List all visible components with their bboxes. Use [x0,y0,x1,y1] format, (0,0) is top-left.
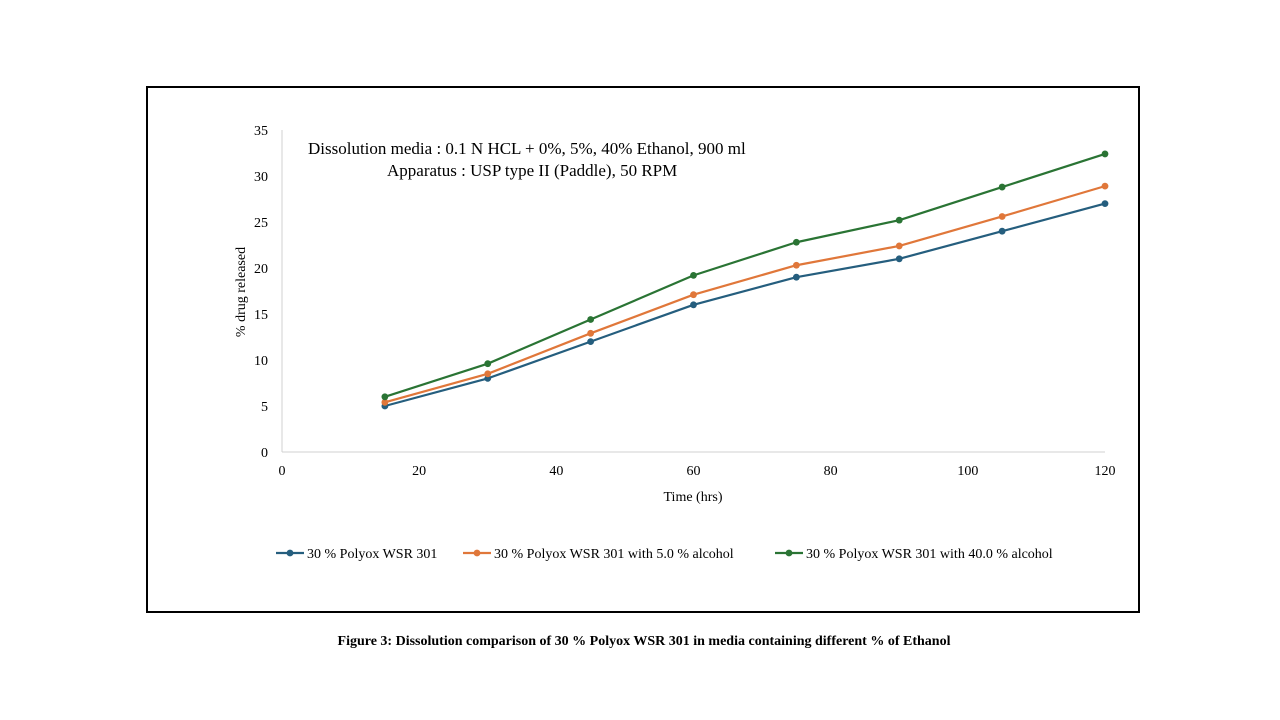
x-tick-label: 40 [549,464,563,479]
data-point-series-3 [1101,150,1109,158]
legend-marker-2 [473,549,481,557]
y-tick-label: 0 [261,446,268,461]
y-tick-label: 5 [261,400,268,415]
data-point-series-3 [381,393,389,401]
annotation-apparatus: Apparatus : USP type II (Paddle), 50 RPM [387,161,677,180]
series-line-2 [384,185,1106,404]
data-point-series-2 [1101,182,1109,190]
axes: 0 5 10 15 20 25 30 35 0 20 40 60 80 100 120 [254,124,1116,479]
data-point-series-2 [484,370,492,378]
data-point-series-2 [690,291,697,299]
y-tick-label: 20 [254,262,268,277]
data-point-series-1 [895,255,903,263]
legend-label-3: 30 % Polyox WSR 301 with 40.0 % alcohol [806,547,1053,562]
legend-marker-3 [785,549,793,557]
data-point-series-1 [792,273,800,281]
data-point-series-3 [998,183,1006,191]
line-chart: 0 5 10 15 20 25 30 35 0 20 40 60 80 100 120 Dissolutio… [234,124,1116,562]
legend-label-2: 30 % Polyox WSR 301 with 5.0 % alcohol [494,547,734,562]
x-tick-label: 20 [412,464,426,479]
y-tick-label: 15 [254,308,268,323]
x-tick-label: 120 [1095,464,1116,479]
data-point-series-2 [587,329,595,337]
data-point-series-3 [484,360,492,368]
data-point-series-2 [895,242,903,250]
annotation-media: Dissolution media : 0.1 N HCL + 0%, 5%, … [308,139,746,158]
data-point-series-3 [895,216,903,224]
series-layer [381,150,1109,410]
data-point-series-1 [998,227,1006,235]
data-point-series-1 [690,301,697,309]
data-point-series-2 [792,261,800,269]
series-line-1 [384,202,1106,408]
legend: 30 % Polyox WSR 301 30 % Polyox WSR 301 w… [276,547,1053,562]
data-point-series-3 [587,316,595,323]
legend-label-1: 30 % Polyox WSR 301 [307,547,437,562]
y-tick-label: 30 [254,170,268,185]
x-tick-label: 0 [279,464,286,479]
data-point-series-3 [690,271,697,279]
y-tick-label: 10 [254,354,268,369]
chart-frame: 0 5 10 15 20 25 30 35 0 20 40 60 80 100 120 Dissolutio… [146,86,1140,613]
y-axis-title: % drug released [234,247,249,337]
legend-marker-1 [286,549,294,557]
data-point-series-1 [1101,200,1109,207]
figure-caption: Figure 3: Dissolution comparison of 30 %… [337,634,951,649]
y-tick-label: 35 [254,124,268,139]
data-point-series-1 [587,338,595,345]
x-tick-label: 100 [957,464,978,479]
x-tick-label: 60 [687,464,701,479]
x-tick-label: 80 [824,464,838,479]
x-axis-title: Time (hrs) [664,490,723,505]
data-point-series-3 [792,238,800,246]
series-line-3 [384,152,1106,398]
data-point-series-2 [381,398,389,406]
y-tick-label: 25 [254,216,268,231]
data-point-series-2 [998,213,1006,220]
